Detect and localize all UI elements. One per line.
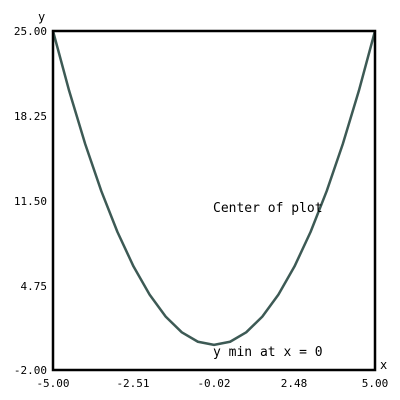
y-tick-label: 11.50 [14, 195, 47, 208]
x-tick-label: -0.02 [197, 377, 230, 390]
x-tick-label: -5.00 [36, 377, 69, 390]
x-tick-label: 2.48 [281, 377, 308, 390]
y-tick-label: 25.00 [14, 25, 47, 38]
series-layer [51, 30, 377, 347]
x-tick-label: 5.00 [362, 377, 389, 390]
x-axis-label: x [380, 358, 387, 372]
y-tick-label: 4.75 [21, 280, 48, 293]
y-tick-label: 18.25 [14, 110, 47, 123]
y-tick-label: -2.00 [14, 364, 47, 377]
annotation-y-min: y min at x = 0 [213, 345, 323, 360]
x-tick-label: -2.51 [116, 377, 149, 390]
annotation-center-of-plot: Center of plot [213, 201, 323, 216]
series-line [51, 30, 377, 347]
y-axis-label: y [38, 10, 45, 24]
plot-frame [51, 29, 377, 372]
